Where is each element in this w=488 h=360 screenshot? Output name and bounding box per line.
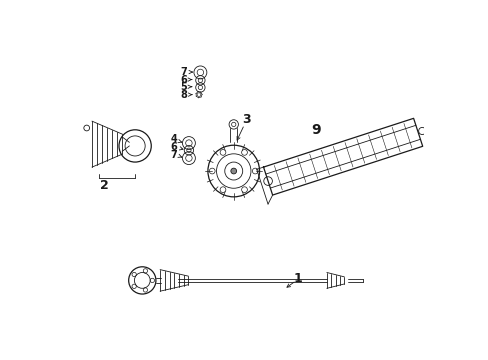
Text: 1: 1 (293, 272, 302, 285)
Text: 4: 4 (170, 134, 177, 144)
Text: 9: 9 (311, 123, 321, 137)
Text: 3: 3 (242, 113, 250, 126)
Text: 7: 7 (180, 67, 186, 77)
Text: 6: 6 (170, 142, 177, 152)
Circle shape (230, 168, 236, 174)
Text: 7: 7 (170, 149, 177, 159)
Text: 8: 8 (180, 90, 186, 100)
Text: 6: 6 (180, 75, 186, 85)
Text: 2: 2 (100, 179, 109, 192)
Text: 5: 5 (180, 82, 186, 92)
